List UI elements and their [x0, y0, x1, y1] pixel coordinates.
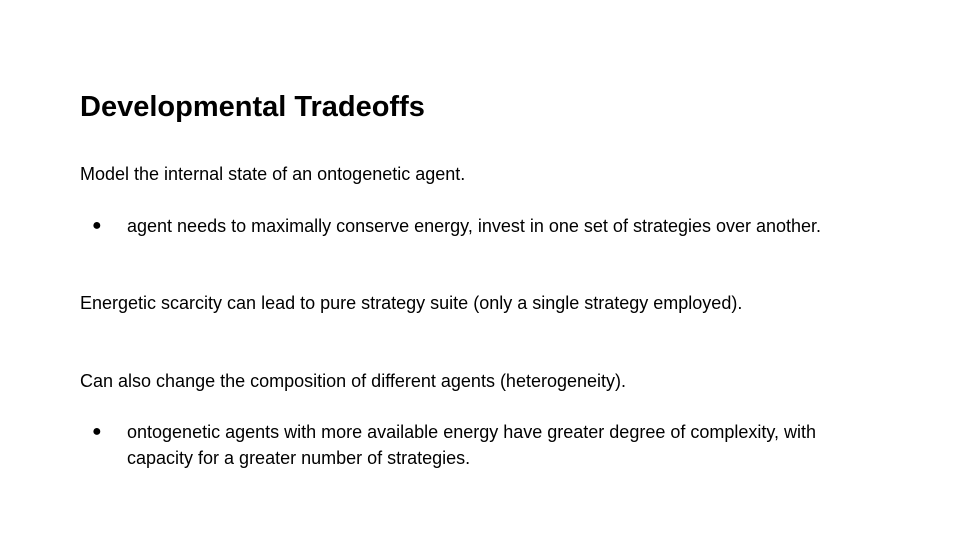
bullet-text: agent needs to maximally conserve energy… — [127, 216, 822, 236]
paragraph-composition-heterogeneity: Can also change the composition of diffe… — [80, 371, 627, 391]
bullet-marker-icon: ● — [92, 423, 102, 440]
paragraph-energetic-scarcity: Energetic scarcity can lead to pure stra… — [80, 293, 743, 313]
bullet-marker-icon: ● — [92, 217, 102, 234]
bullet-item-conserve-energy: ● agent needs to maximally conserve ener… — [92, 213, 892, 239]
slide-title: Developmental Tradeoffs — [80, 91, 425, 123]
bullet-text-line-1: ontogenetic agents with more available e… — [127, 422, 817, 442]
paragraph-model-internal-state: Model the internal state of an ontogenet… — [80, 164, 466, 184]
bullet-item-more-energy-complexity: ● ontogenetic agents with more available… — [92, 419, 892, 471]
bullet-text-line-2: capacity for a greater number of strateg… — [127, 448, 471, 468]
